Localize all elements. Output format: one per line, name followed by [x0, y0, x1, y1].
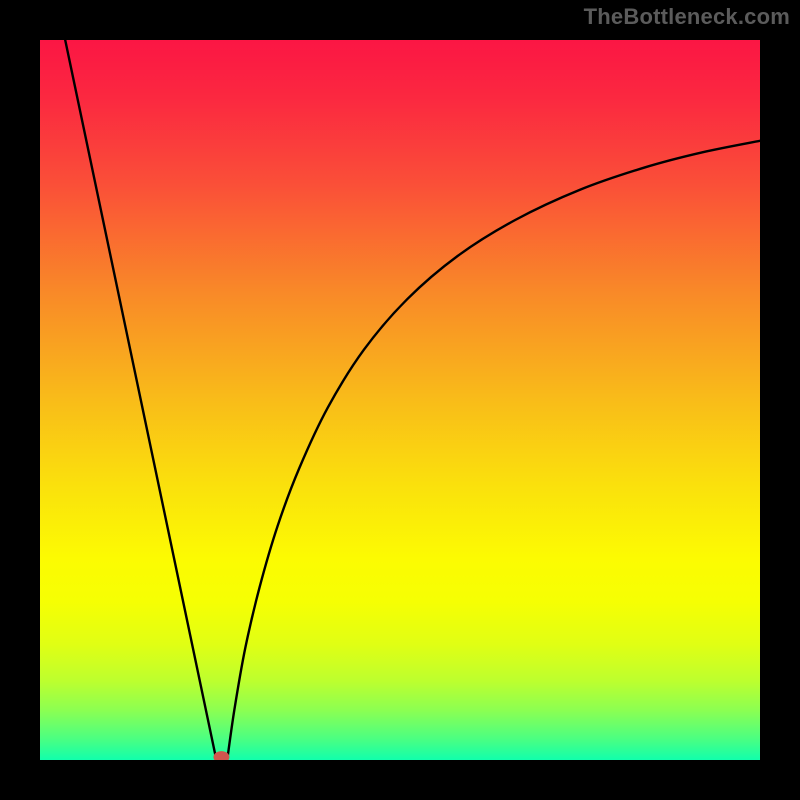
- bottleneck-chart: [0, 0, 800, 800]
- optimal-point-marker: [213, 751, 229, 763]
- chart-container: { "canvas": { "width": 800, "height": 80…: [0, 0, 800, 800]
- watermark-text: TheBottleneck.com: [584, 4, 790, 30]
- plot-background: [40, 40, 760, 760]
